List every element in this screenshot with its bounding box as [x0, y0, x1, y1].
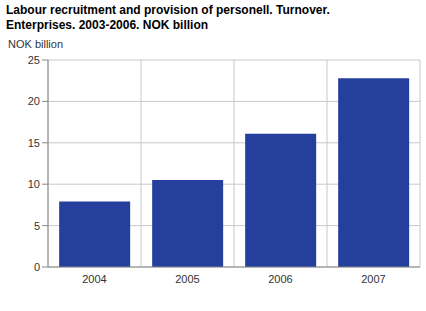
svg-text:0: 0	[34, 261, 40, 273]
svg-text:25: 25	[28, 54, 40, 66]
svg-text:5: 5	[34, 220, 40, 232]
svg-text:2007: 2007	[361, 273, 385, 285]
svg-text:15: 15	[28, 137, 40, 149]
svg-text:2004: 2004	[82, 273, 106, 285]
html-text:NOK billion: NOK billion	[8, 38, 63, 50]
svg-text:2006: 2006	[268, 273, 292, 285]
svg-text:10: 10	[28, 178, 40, 190]
svg-text:2005: 2005	[175, 273, 199, 285]
svg-text:20: 20	[28, 95, 40, 107]
html-text:Labour recruitment and provisi: Labour recruitment and provision of pers…	[6, 3, 330, 32]
